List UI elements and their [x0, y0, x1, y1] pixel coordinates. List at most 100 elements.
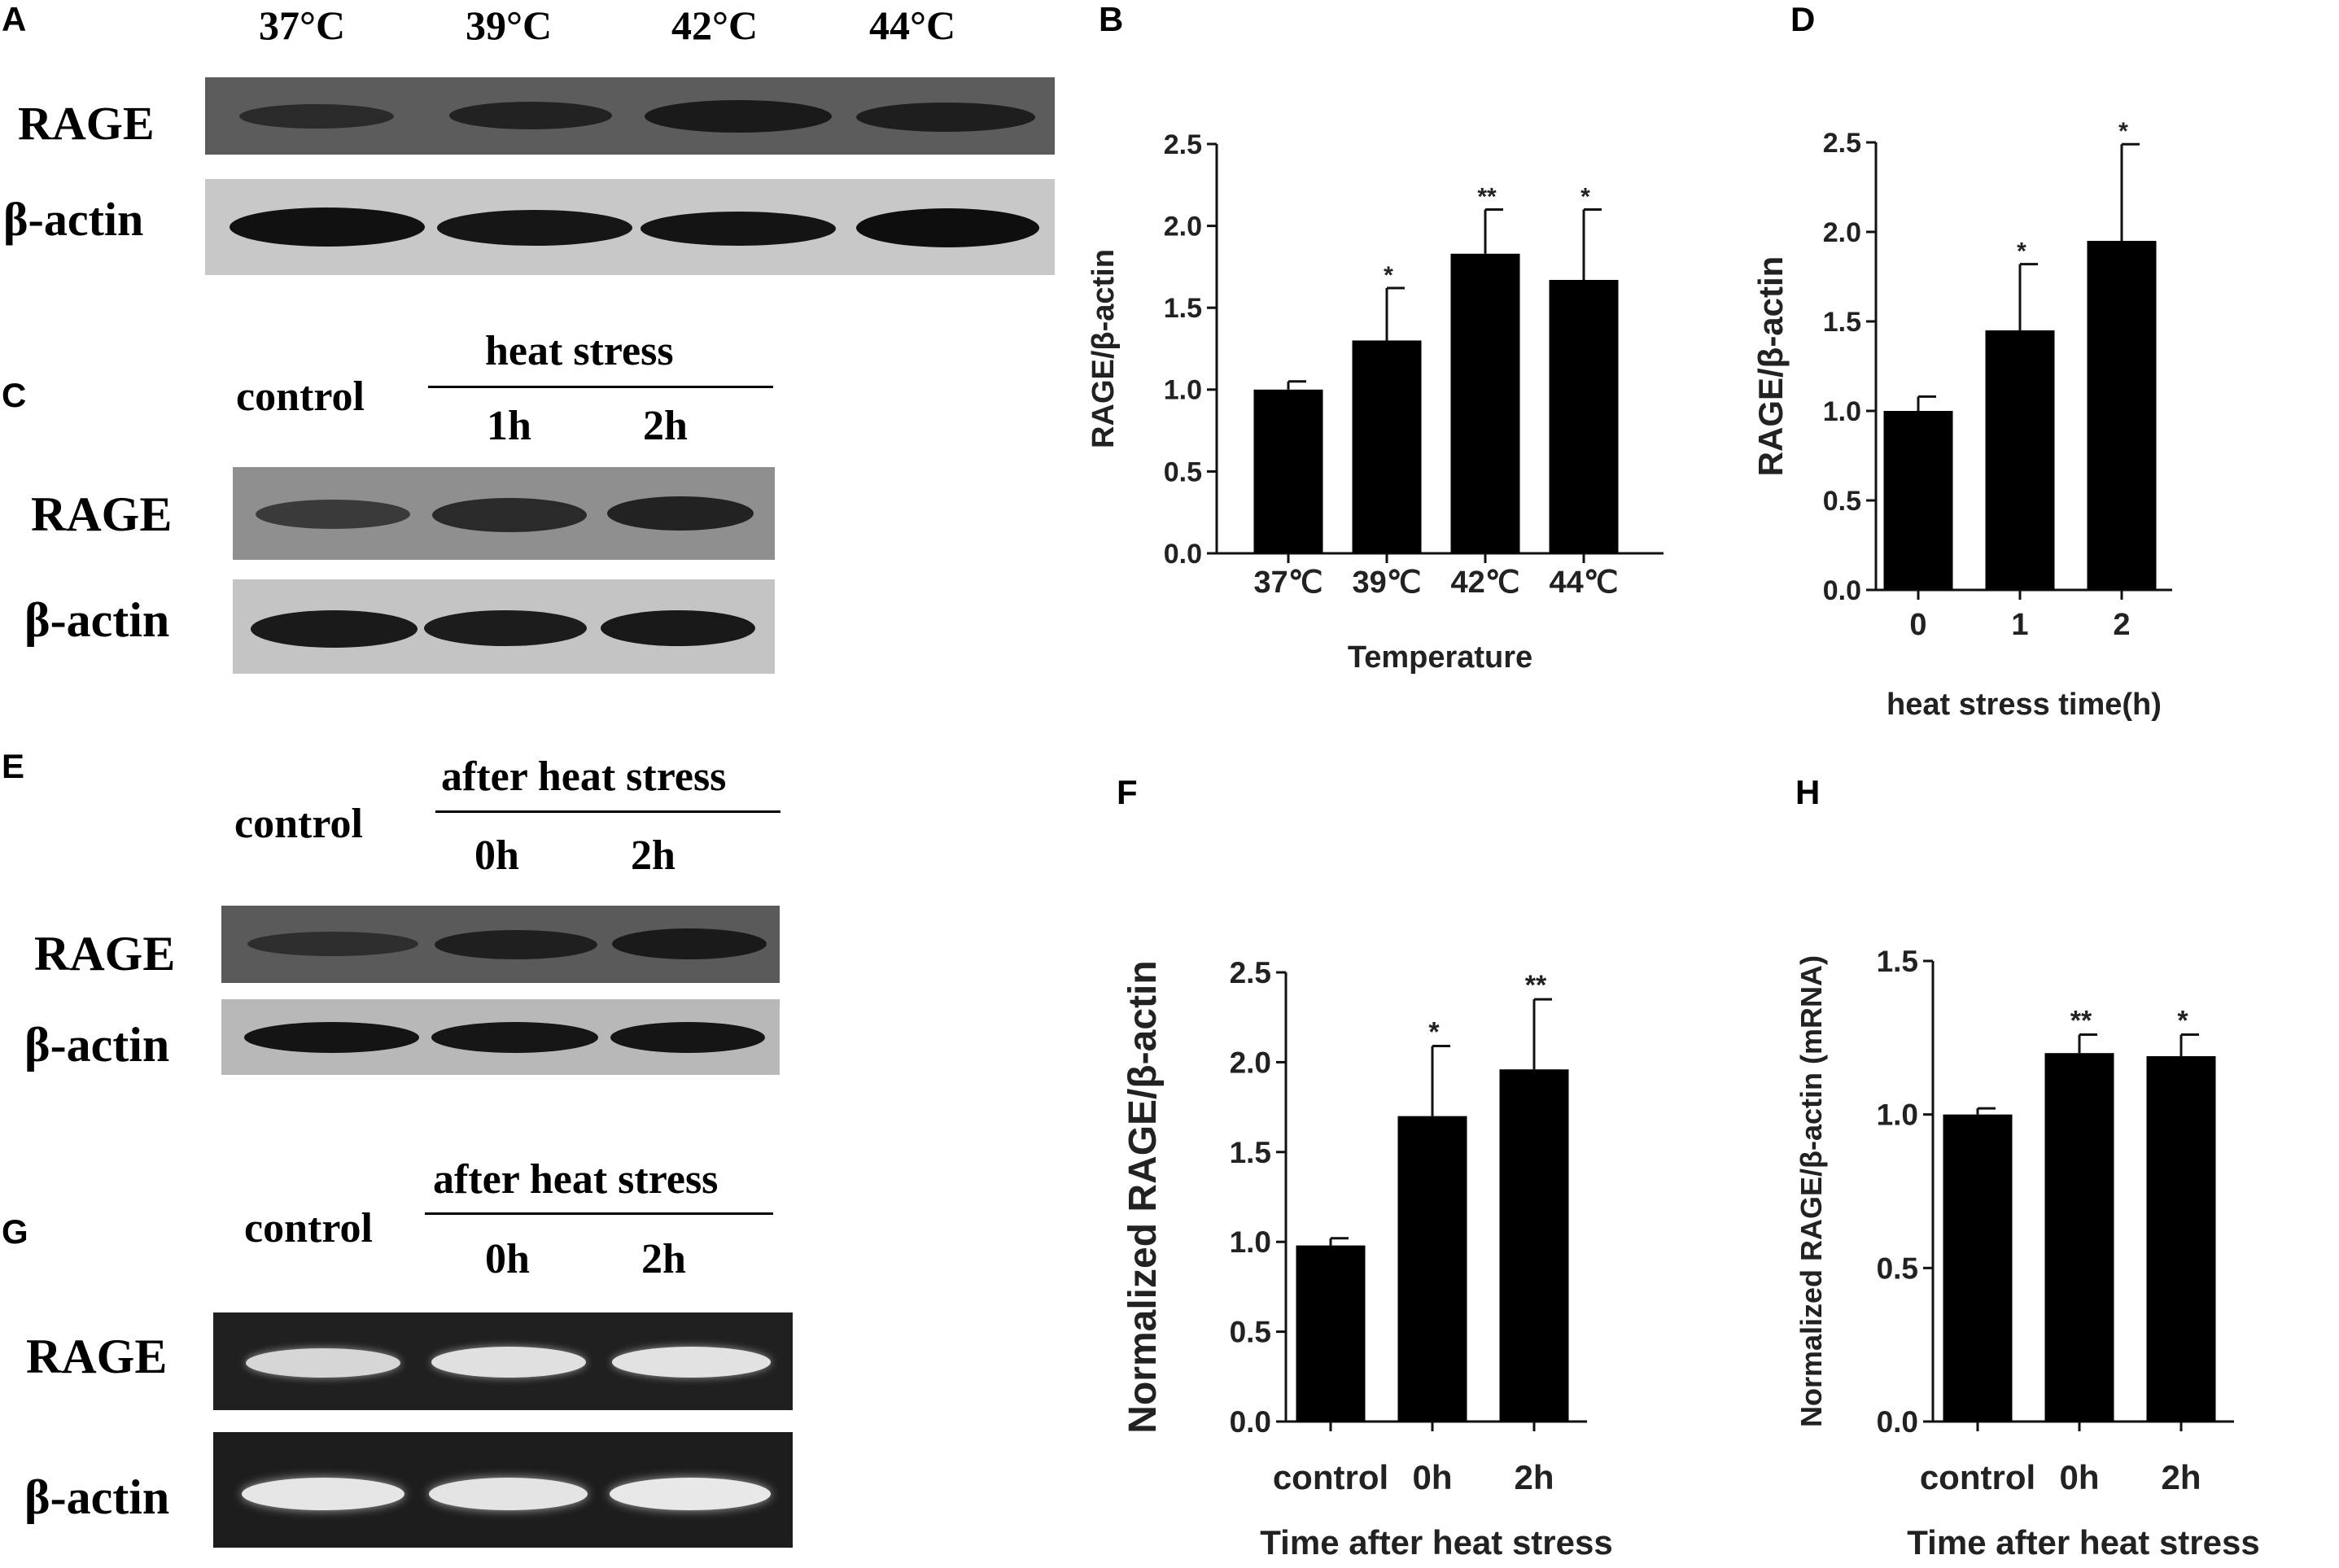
bar [1352, 340, 1422, 553]
band [612, 1347, 771, 1378]
blot-e-rage [221, 906, 780, 983]
control-label: control [236, 373, 365, 420]
significance-marker: * [2017, 238, 2026, 265]
band [239, 104, 394, 129]
band [429, 1478, 588, 1510]
blot-a-rage [205, 77, 1055, 155]
panel-letter-h: H [1795, 773, 1821, 811]
panel-letter-g: G [2, 1212, 28, 1251]
group-label-heat-stress: heat stress [485, 328, 674, 374]
row-label-beta-actin: β-actin [24, 1470, 170, 1524]
x-tick-label: 44℃ [1550, 566, 1619, 600]
x-tick-label: control [1920, 1458, 2035, 1496]
x-tick-label: 39℃ [1353, 566, 1422, 600]
band [242, 1478, 404, 1510]
panel-letter-b: B [1099, 0, 1124, 38]
row-label-beta-actin: β-actin [24, 593, 170, 647]
band [856, 208, 1039, 247]
band [856, 103, 1035, 132]
y-tick-label: 1.5 [1164, 293, 1202, 324]
y-tick-label: 1.0 [1164, 375, 1202, 406]
band [612, 928, 767, 959]
lane-label-39c: 39°C [466, 2, 553, 48]
band [435, 930, 597, 959]
bar [2044, 1053, 2114, 1422]
y-tick-label: 2.0 [1164, 212, 1202, 242]
x-tick-label: 0h [1412, 1458, 1452, 1496]
significance-marker: * [2177, 1006, 2188, 1037]
group-underline [425, 1212, 773, 1215]
band [640, 212, 836, 246]
chart-d: 0.0 0.5 1.0 1.5 2.0 2.5 0 * 1 * 2 RAGE/β-actin heat … [1751, 118, 2172, 722]
y-tick-label: 0.0 [1823, 575, 1861, 606]
gel-g-actin [213, 1432, 793, 1548]
y-tick-label: 1.5 [1230, 1136, 1271, 1169]
y-tick-label: 0.5 [1230, 1316, 1271, 1349]
row-label-beta-actin: β-actin [3, 193, 144, 246]
lane-label-44c: 44°C [869, 2, 956, 48]
y-axis-title: Normalized RAGE/β-actin [1121, 960, 1165, 1433]
band [610, 1022, 765, 1053]
bar [1985, 330, 2055, 590]
significance-marker: ** [2070, 1006, 2092, 1037]
lane-label-1h: 1h [487, 403, 531, 449]
control-label: control [244, 1205, 373, 1251]
band [251, 610, 418, 648]
band [645, 100, 832, 133]
x-tick-label: control [1273, 1458, 1388, 1496]
lane-label-0h: 0h [485, 1236, 530, 1282]
band [610, 1478, 771, 1510]
x-tick-label: 2h [2161, 1458, 2201, 1496]
bar [1253, 389, 1323, 553]
band [431, 1022, 598, 1053]
band [607, 496, 754, 531]
y-tick-label: 2.0 [1230, 1046, 1271, 1079]
significance-marker: * [2118, 118, 2128, 145]
row-label-rage: RAGE [18, 97, 155, 150]
x-axis-title: Time after heat stress [1907, 1523, 2259, 1561]
group-underline [428, 386, 773, 388]
band [230, 207, 425, 247]
y-tick-label: 1.0 [1230, 1225, 1271, 1259]
lane-label-2h: 2h [643, 403, 688, 449]
y-tick-label: 0.0 [1877, 1405, 1918, 1439]
chart-b: 0.0 0.5 1.0 1.5 2.0 2.5 37℃ * 39℃ ** 42℃ * 44℃ RAGE/β… [1086, 129, 1664, 675]
y-tick-label: 2.0 [1823, 217, 1861, 248]
y-tick-label: 1.5 [1877, 945, 1918, 978]
panel-letter-e: E [2, 747, 25, 785]
x-tick-label: 1 [2011, 608, 2028, 642]
lane-label-42c: 42°C [671, 2, 759, 48]
x-axis-title: heat stress time(h) [1887, 688, 2162, 722]
panel-letter-d: D [1790, 0, 1816, 38]
blot-e-actin [221, 999, 780, 1075]
row-label-beta-actin: β-actin [24, 1018, 170, 1072]
significance-marker: * [1580, 183, 1590, 210]
band [246, 1348, 400, 1378]
significance-marker: * [1428, 1017, 1440, 1048]
lane-label-0h: 0h [474, 832, 519, 879]
y-tick-label: 0.0 [1230, 1405, 1271, 1439]
significance-marker: ** [1477, 183, 1497, 210]
x-axis-title: Time after heat stress [1260, 1523, 1612, 1561]
y-tick-label: 1.5 [1823, 307, 1861, 338]
bar [1450, 253, 1520, 553]
band [601, 610, 755, 646]
lane-label-2h: 2h [641, 1236, 686, 1282]
panel-letter-a: A [2, 0, 27, 38]
group-label-after-heat-stress: after heat stress [441, 753, 727, 800]
significance-marker: ** [1525, 970, 1547, 1001]
y-tick-label: 0.5 [1823, 486, 1861, 517]
x-tick-label: 42℃ [1451, 566, 1520, 600]
x-tick-label: 2h [1514, 1458, 1554, 1496]
control-label: control [234, 801, 363, 847]
y-axis-title: Normalized RAGE/β-actin (mRNA) [1795, 955, 1828, 1427]
blot-c-actin [233, 579, 775, 674]
blot-c-rage [233, 467, 775, 560]
bar [1549, 279, 1619, 553]
y-tick-label: 0.5 [1877, 1251, 1918, 1285]
band [437, 210, 632, 246]
y-tick-label: 1.0 [1877, 1098, 1918, 1132]
y-tick-label: 2.5 [1823, 128, 1861, 159]
y-axis-title: RAGE/β-actin [1086, 249, 1121, 448]
significance-marker: * [1384, 262, 1393, 289]
